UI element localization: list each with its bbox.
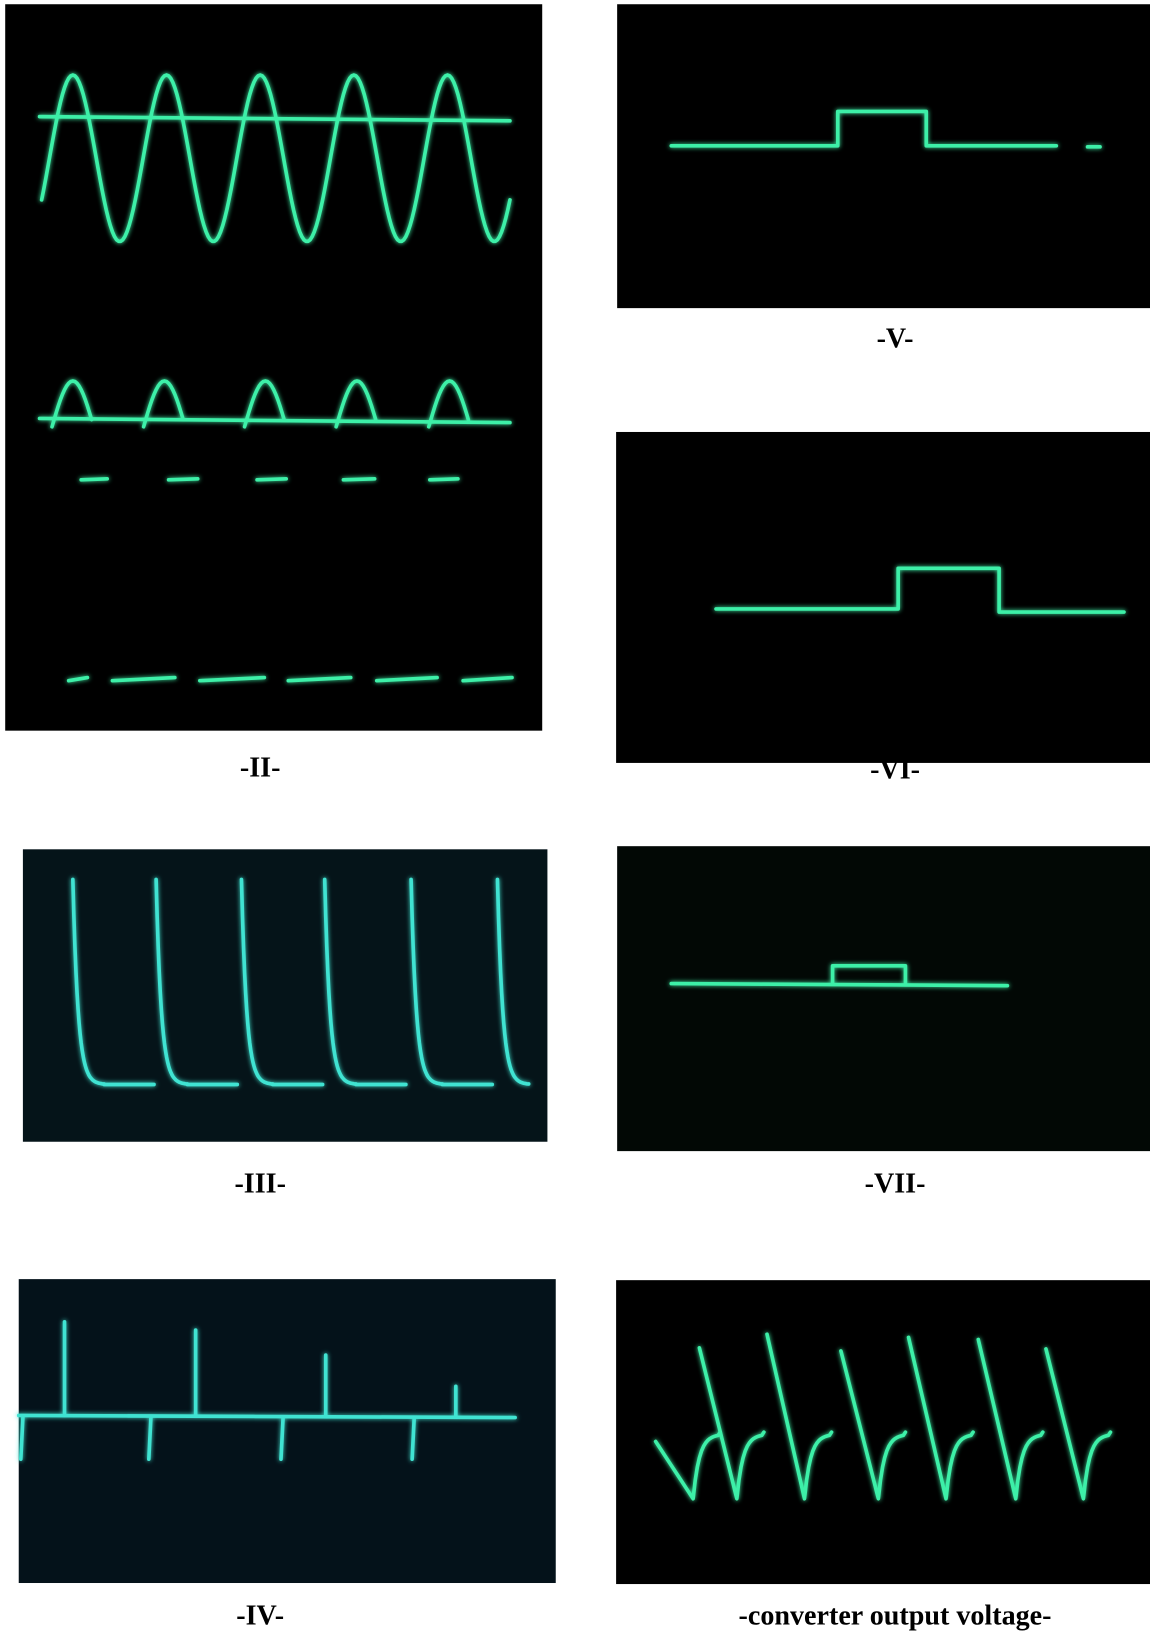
trace	[141, 379, 185, 429]
photo-ii	[5, 4, 543, 731]
trace	[39, 73, 512, 244]
trace	[976, 1337, 1045, 1501]
trace	[495, 877, 531, 1086]
caption: -converter output voltage-	[739, 1601, 1052, 1632]
traces	[16, 73, 1126, 1501]
trace	[426, 379, 471, 429]
trace	[322, 877, 358, 1086]
photo-iv	[18, 1279, 556, 1584]
trace	[71, 877, 106, 1086]
trace	[279, 1415, 285, 1461]
trace	[839, 1349, 908, 1501]
trace	[906, 1335, 975, 1501]
trace	[37, 114, 512, 123]
trace	[341, 476, 377, 482]
trace	[110, 675, 177, 683]
trace	[239, 877, 275, 1086]
trace	[79, 476, 110, 482]
trace	[286, 675, 353, 683]
trace	[830, 964, 908, 985]
trace	[37, 416, 512, 425]
trace	[669, 109, 1059, 148]
trace	[50, 379, 94, 429]
caption: -II-	[240, 752, 281, 783]
trace	[461, 675, 514, 683]
trace	[334, 379, 378, 429]
caption: -VII-	[865, 1169, 926, 1200]
trace	[410, 1415, 417, 1461]
trace	[765, 1332, 834, 1501]
photo-iii	[22, 849, 548, 1142]
trace	[669, 981, 1010, 988]
photo-converter	[616, 1280, 1150, 1585]
trace	[147, 1415, 153, 1461]
photo-vii	[617, 846, 1150, 1152]
caption: -V-	[877, 324, 914, 355]
trace	[166, 476, 200, 482]
trace	[16, 1413, 517, 1420]
caption: -VI-	[870, 755, 920, 786]
trace	[409, 877, 445, 1086]
photo-vi	[616, 431, 1150, 763]
trace	[154, 877, 190, 1086]
trace	[18, 1415, 25, 1461]
photo-v	[617, 4, 1150, 309]
trace	[653, 1430, 723, 1501]
trace	[714, 566, 1126, 614]
caption: -III-	[234, 1169, 285, 1200]
trace	[242, 379, 286, 429]
trace	[66, 675, 90, 683]
trace	[1044, 1347, 1113, 1501]
trace	[697, 1345, 766, 1501]
trace	[197, 675, 267, 683]
trace	[427, 476, 460, 482]
trace	[255, 476, 289, 482]
caption: -IV-	[236, 1601, 284, 1632]
trace	[374, 675, 439, 683]
